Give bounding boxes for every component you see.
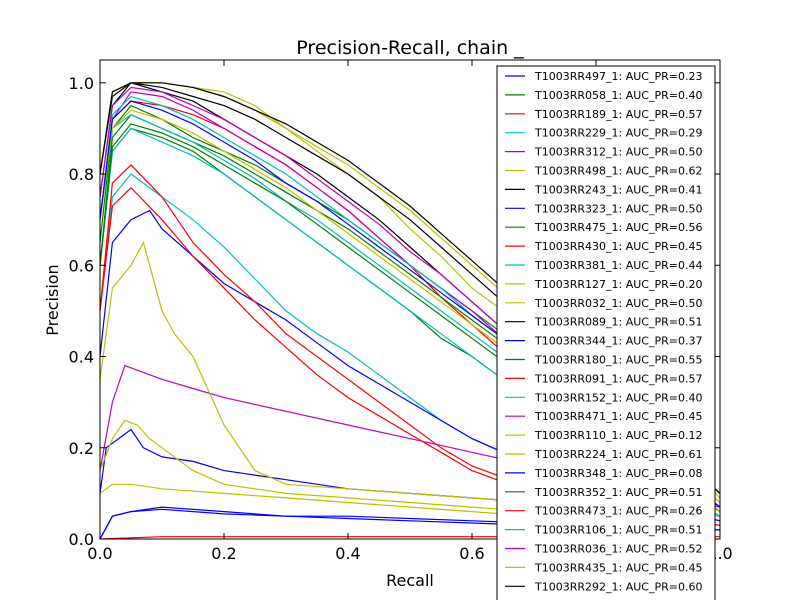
x-tick-label: 0.2 bbox=[211, 544, 236, 563]
legend-entry: T1003RR473_1: AUC_PR=0.26 bbox=[534, 505, 702, 518]
plot-frame bbox=[99, 59, 721, 540]
legend-entry: T1003RR091_1: AUC_PR=0.57 bbox=[534, 372, 702, 385]
y-tick-label: 0.2 bbox=[69, 439, 94, 458]
legend: T1003RR497_1: AUC_PR=0.23 T1003RR058_1: A… bbox=[496, 65, 716, 600]
legend-entry: T1003RR381_1: AUC_PR=0.44 bbox=[534, 259, 702, 272]
legend-entry: T1003RR224_1: AUC_PR=0.61 bbox=[534, 448, 702, 461]
chart-title: Precision-Recall, chain _ bbox=[296, 37, 524, 59]
legend-entry: T1003RR497_1: AUC_PR=0.23 bbox=[534, 70, 702, 83]
legend-entry: T1003RR352_1: AUC_PR=0.51 bbox=[534, 486, 702, 499]
legend-entry: T1003RR344_1: AUC_PR=0.37 bbox=[534, 335, 702, 348]
legend-entry: T1003RR152_1: AUC_PR=0.40 bbox=[534, 391, 702, 404]
legend-entry: T1003RR435_1: AUC_PR=0.45 bbox=[534, 561, 702, 574]
y-tick-label: 0.4 bbox=[69, 348, 94, 367]
x-tick-label: 0.0 bbox=[87, 544, 112, 563]
legend-entry: T1003RR471_1: AUC_PR=0.45 bbox=[534, 410, 702, 423]
legend-entry: T1003RR243_1: AUC_PR=0.41 bbox=[534, 183, 702, 196]
y-axis-label: Precision bbox=[43, 264, 62, 335]
legend-entry: T1003RR127_1: AUC_PR=0.20 bbox=[534, 278, 702, 291]
legend-box bbox=[496, 65, 716, 600]
legend-entry: T1003RR312_1: AUC_PR=0.50 bbox=[534, 146, 702, 159]
x-tick-label: 0.4 bbox=[335, 544, 360, 563]
legend-entry: T1003RR189_1: AUC_PR=0.57 bbox=[534, 108, 702, 121]
legend-entry: T1003RR498_1: AUC_PR=0.62 bbox=[534, 165, 702, 178]
legend-entry: T1003RR323_1: AUC_PR=0.50 bbox=[534, 202, 702, 215]
legend-entry: T1003RR430_1: AUC_PR=0.45 bbox=[534, 240, 702, 253]
y-tick-label: 0.8 bbox=[69, 165, 94, 184]
y-tick-label: 0.6 bbox=[69, 256, 94, 275]
y-tick-label: 0.0 bbox=[69, 530, 94, 549]
y-tick-label: 1.0 bbox=[69, 74, 94, 93]
x-axis-label: Recall bbox=[386, 571, 434, 590]
x-tick-label: 0.6 bbox=[459, 544, 484, 563]
legend-entry: T1003RR089_1: AUC_PR=0.51 bbox=[534, 316, 702, 329]
legend-entry: T1003RR032_1: AUC_PR=0.50 bbox=[534, 297, 702, 310]
legend-entry: T1003RR348_1: AUC_PR=0.08 bbox=[534, 467, 702, 480]
legend-entry: T1003RR058_1: AUC_PR=0.40 bbox=[534, 89, 702, 102]
legend-entry: T1003RR110_1: AUC_PR=0.12 bbox=[534, 429, 702, 442]
legend-entry: T1003RR229_1: AUC_PR=0.29 bbox=[534, 127, 702, 140]
legend-entry: T1003RR475_1: AUC_PR=0.56 bbox=[534, 221, 702, 234]
legend-entry: T1003RR036_1: AUC_PR=0.52 bbox=[534, 543, 702, 556]
legend-entry: T1003RR292_1: AUC_PR=0.60 bbox=[534, 580, 702, 593]
legend-entry: T1003RR106_1: AUC_PR=0.51 bbox=[534, 524, 702, 537]
legend-entry: T1003RR180_1: AUC_PR=0.55 bbox=[534, 354, 702, 367]
